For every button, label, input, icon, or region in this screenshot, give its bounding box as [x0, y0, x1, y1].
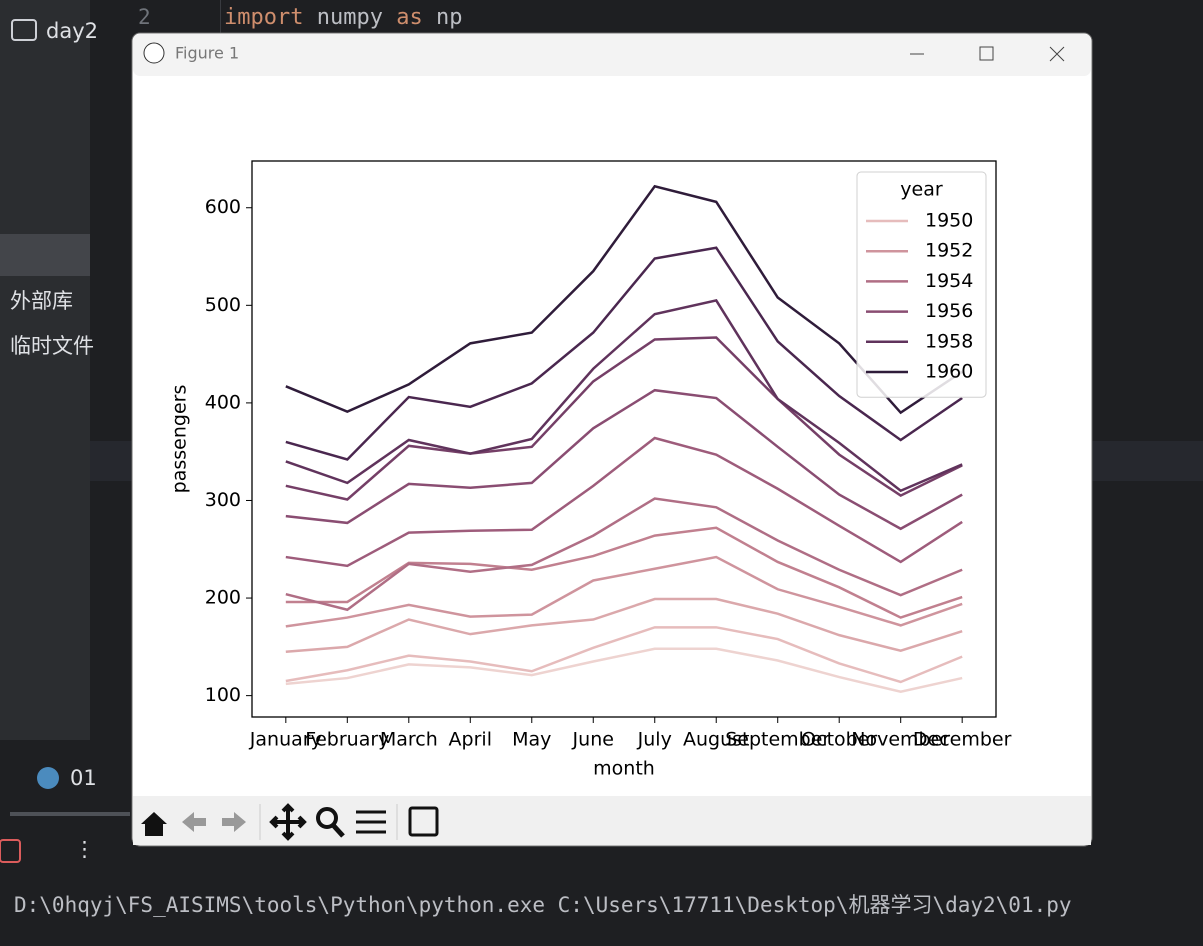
series-line — [285, 526, 963, 619]
x-tick-label: January — [249, 729, 322, 751]
x-tick-label: February — [305, 729, 389, 751]
more-menu[interactable]: ⋮ — [74, 837, 95, 861]
series-line — [285, 388, 963, 531]
x-tick-label: October — [801, 729, 877, 751]
x-tick-label: September — [725, 729, 830, 751]
series-line — [285, 647, 963, 694]
save-button[interactable] — [408, 806, 439, 837]
series-line — [285, 497, 963, 612]
series-line — [285, 299, 963, 493]
stop-button[interactable] — [0, 839, 21, 863]
back-button[interactable] — [182, 812, 206, 832]
x-tick-label: August — [683, 729, 750, 751]
series-line — [285, 626, 963, 684]
series-line — [285, 436, 963, 568]
pan-button[interactable] — [269, 803, 307, 841]
x-axis-label: month — [593, 758, 655, 780]
y-tick-label: 600 — [205, 196, 241, 218]
x-tick-label: November — [851, 729, 950, 751]
legend-label: 1952 — [925, 240, 973, 262]
x-tick-label: April — [449, 729, 492, 751]
zoom-button[interactable] — [316, 807, 338, 829]
folder-icon — [11, 19, 37, 41]
home-button[interactable] — [141, 812, 167, 836]
legend-label: 1950 — [925, 210, 973, 232]
legend-label: 1960 — [925, 361, 973, 383]
keyword: import — [224, 5, 303, 30]
series-line — [285, 597, 963, 653]
y-axis-label: passengers — [169, 385, 191, 494]
forward-button[interactable] — [222, 812, 246, 832]
scratches[interactable]: 临时文件 — [10, 334, 94, 358]
identifier: np — [436, 5, 463, 30]
axes-frame — [251, 160, 997, 718]
y-tick-label: 200 — [205, 587, 241, 609]
maximize-button[interactable] — [979, 46, 994, 61]
app-icon — [143, 42, 165, 64]
project-panel — [0, 0, 90, 740]
tab-underline — [10, 812, 130, 816]
legend-title: year — [900, 179, 943, 201]
identifier: numpy — [317, 5, 383, 30]
python-icon — [37, 767, 59, 789]
x-tick-label: March — [380, 729, 438, 751]
y-tick-label: 300 — [205, 489, 241, 511]
project-name[interactable]: day2 — [46, 19, 98, 43]
series-line — [285, 336, 963, 501]
y-tick-label: 100 — [205, 684, 241, 706]
code-line: import numpy as np — [224, 5, 462, 30]
x-tick-label: July — [637, 729, 672, 751]
title-bar — [133, 34, 1091, 76]
y-tick-label: 500 — [205, 294, 241, 316]
x-tick-label: May — [512, 729, 551, 751]
legend-label: 1956 — [925, 300, 973, 322]
zoom-handle — [331, 823, 345, 838]
series-line — [285, 246, 963, 461]
line-number: 2 — [138, 5, 151, 29]
legend-label: 1958 — [925, 330, 973, 352]
terminal-line: D:\0hqyj\FS_AISIMS\tools\Python\python.e… — [14, 893, 1072, 917]
x-tick-label: December — [913, 729, 1012, 751]
external-libraries[interactable]: 外部库 — [10, 289, 73, 313]
configure-button[interactable] — [356, 810, 386, 834]
window-title: Figure 1 — [175, 44, 239, 63]
legend-label: 1954 — [925, 270, 973, 292]
close-button[interactable] — [1049, 46, 1065, 62]
x-tick-label: June — [572, 729, 614, 751]
y-tick-label: 400 — [205, 391, 241, 413]
run-tab[interactable]: 01 — [70, 766, 97, 790]
selected-row — [0, 234, 90, 276]
series-line — [285, 184, 963, 415]
keyword: as — [396, 5, 423, 30]
series-line — [285, 555, 963, 628]
